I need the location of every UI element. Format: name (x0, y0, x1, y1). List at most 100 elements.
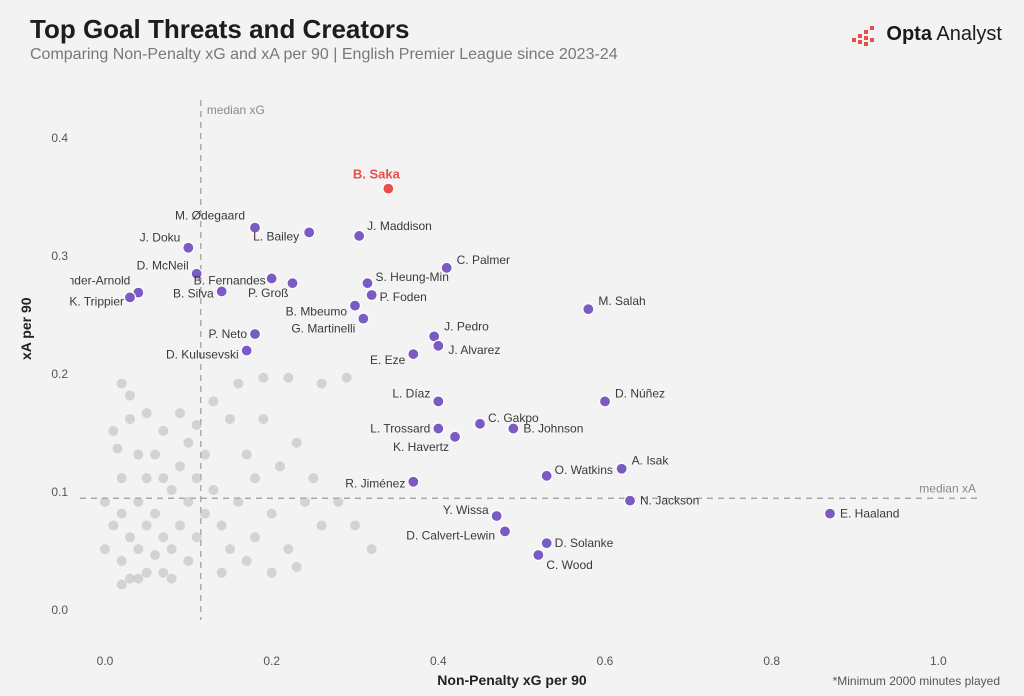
bg-point (333, 497, 343, 507)
player-label: R. Jiménez (345, 477, 405, 491)
footnote: *Minimum 2000 minutes played (833, 674, 1000, 688)
x-tick: 1.0 (930, 654, 947, 668)
bg-point (308, 473, 318, 483)
player-label: K. Trippier (70, 294, 124, 308)
player-label: J. Doku (140, 231, 181, 245)
bg-point (300, 497, 310, 507)
bg-point (275, 461, 285, 471)
bg-point (113, 444, 123, 454)
chart-frame: Top Goal Threats and Creators Comparing … (0, 0, 1024, 696)
player-point (287, 278, 298, 289)
bg-point (217, 568, 227, 578)
player-point (216, 286, 227, 297)
player-label: D. Kulusevski (166, 348, 239, 362)
bg-point (258, 414, 268, 424)
x-tick: 0.8 (763, 654, 780, 668)
player-label: B. Silva (173, 286, 214, 300)
bg-point (175, 461, 185, 471)
player-point (491, 511, 502, 522)
player-label: D. Núñez (615, 386, 665, 400)
bg-point (233, 379, 243, 389)
player-label: D. McNeil (137, 259, 189, 273)
bg-point (208, 396, 218, 406)
player-point (266, 273, 277, 284)
bg-point (100, 544, 110, 554)
player-label: Y. Wissa (443, 503, 489, 517)
player-label: M. Ødegaard (175, 209, 245, 223)
bg-point (108, 520, 118, 530)
player-point (304, 227, 315, 238)
bg-point (142, 473, 152, 483)
x-tick: 0.2 (263, 654, 280, 668)
player-point (433, 423, 444, 434)
player-label: G. Martinelli (291, 322, 355, 336)
bg-point (150, 450, 160, 460)
x-tick: 0.4 (430, 654, 447, 668)
player-point (450, 431, 461, 442)
x-tick: 0.0 (97, 654, 114, 668)
player-label: N. Jackson (640, 494, 699, 508)
player-point (583, 304, 594, 315)
bg-point (158, 568, 168, 578)
bg-point (250, 532, 260, 542)
bg-point (183, 438, 193, 448)
bg-point (267, 568, 277, 578)
y-axis-label: xA per 90 (18, 297, 34, 360)
bg-point (283, 373, 293, 383)
bg-point (292, 562, 302, 572)
bg-point (217, 520, 227, 530)
player-label: B. Mbeumo (286, 305, 348, 319)
bg-point (225, 544, 235, 554)
bg-point (192, 473, 202, 483)
bg-point (133, 450, 143, 460)
player-point (508, 423, 519, 434)
player-point (533, 550, 544, 561)
logo-icon (852, 22, 880, 46)
bg-point (133, 574, 143, 584)
bg-point (183, 556, 193, 566)
bg-point (125, 532, 135, 542)
bg-point (225, 414, 235, 424)
player-point (183, 242, 194, 253)
logo: Opta Analyst (852, 22, 1002, 46)
player-point (825, 508, 836, 519)
player-label: P. Groß (248, 286, 288, 300)
player-point (125, 292, 136, 303)
bg-point (175, 520, 185, 530)
bg-point (158, 473, 168, 483)
bg-point (117, 509, 127, 519)
bg-point (250, 473, 260, 483)
player-label: D. Solanke (555, 536, 614, 550)
player-point (362, 278, 373, 289)
player-point (350, 300, 361, 311)
bg-point (200, 450, 210, 460)
bg-point (192, 420, 202, 430)
bg-point (367, 544, 377, 554)
y-tick: 0.0 (44, 603, 68, 617)
player-label: P. Neto (209, 327, 248, 341)
player-point (433, 340, 444, 351)
bg-point (317, 520, 327, 530)
player-point (354, 230, 365, 241)
bg-point (208, 485, 218, 495)
player-point (500, 526, 511, 537)
y-tick: 0.1 (44, 485, 68, 499)
bg-point (267, 509, 277, 519)
player-label: O. Watkins (555, 463, 613, 477)
player-label: J. Pedro (444, 319, 489, 333)
player-label: T. Alexander-Arnold (70, 274, 130, 288)
player-label: A. Isak (632, 454, 670, 468)
bg-point (283, 544, 293, 554)
bg-point (167, 485, 177, 495)
player-point (366, 290, 377, 301)
bg-point (117, 580, 127, 590)
median-xa-label: median xA (919, 481, 976, 495)
bg-point (142, 408, 152, 418)
player-point (383, 183, 394, 194)
y-tick: 0.3 (44, 249, 68, 263)
player-label: D. Calvert-Lewin (406, 528, 495, 542)
bg-point (242, 450, 252, 460)
scatter-svg: median xGmedian xAB. SakaM. ØdegaardL. B… (70, 90, 990, 650)
bg-point (150, 509, 160, 519)
bg-point (125, 414, 135, 424)
